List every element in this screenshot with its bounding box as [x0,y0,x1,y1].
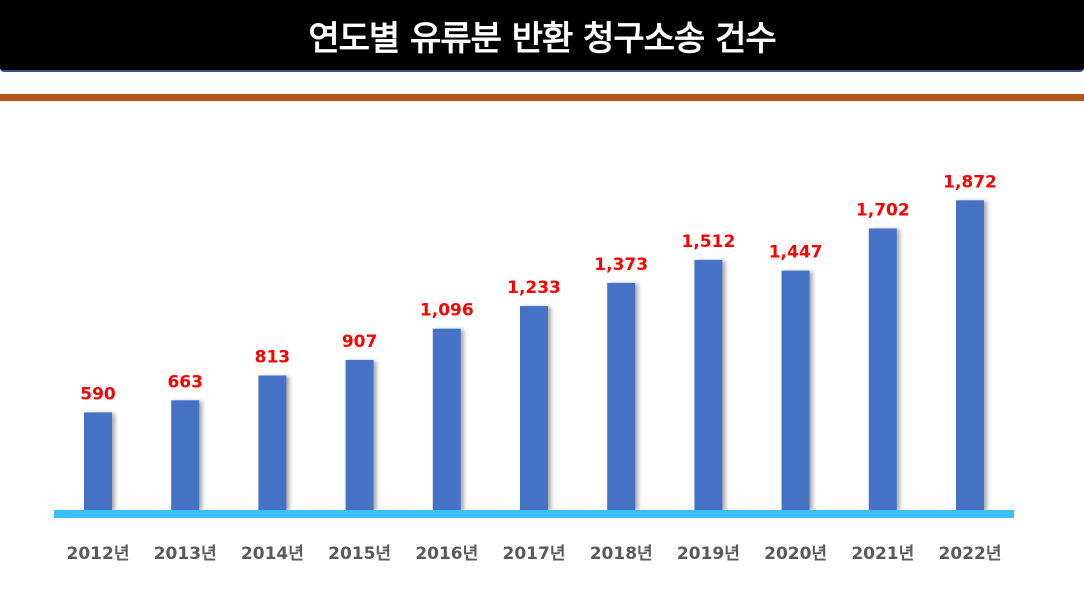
chart-title: 연도별 유류분 반환 청구소송 건수 [308,18,776,59]
x-tick-label: 2022년 [939,544,1002,564]
bar-2017년 [520,306,548,510]
bar-2018년 [607,282,636,510]
data-label: 1,512 [682,232,736,252]
bar-2022년 [956,200,984,510]
x-tick-label: 2015년 [328,544,391,564]
divider-rule [0,94,1084,101]
x-tick-label: 2016년 [415,544,478,564]
bar-2021년 [868,228,897,510]
x-axis-line [54,510,1014,518]
x-tick-label: 2019년 [677,544,740,564]
bar-2013년 [171,400,200,510]
bar-2020년 [781,270,810,510]
data-label: 1,447 [769,243,823,263]
data-label: 1,233 [507,278,561,298]
x-tick-label: 2021년 [851,544,914,564]
bar-2014년 [258,375,287,510]
data-label: 1,702 [856,200,910,220]
data-label: 907 [342,332,378,352]
data-label: 1,373 [594,255,648,275]
x-tick-label: 2012년 [67,544,130,564]
bar-2012년 [84,412,112,510]
bar-2019년 [694,259,723,510]
x-tick-label: 2018년 [590,544,653,564]
data-label: 1,872 [943,172,997,192]
title-bar: 연도별 유류분 반환 청구소송 건수 [0,0,1084,72]
data-label: 1,096 [420,301,474,321]
x-tick-label: 2013년 [154,544,217,564]
data-label: 663 [167,372,203,392]
bar-2015년 [345,359,374,510]
bar-2016년 [432,328,461,510]
x-tick-label: 2014년 [241,544,304,564]
data-label: 813 [255,348,291,368]
x-tick-label: 2020년 [764,544,827,564]
data-label: 590 [80,384,116,404]
x-tick-label: 2017년 [503,544,566,564]
